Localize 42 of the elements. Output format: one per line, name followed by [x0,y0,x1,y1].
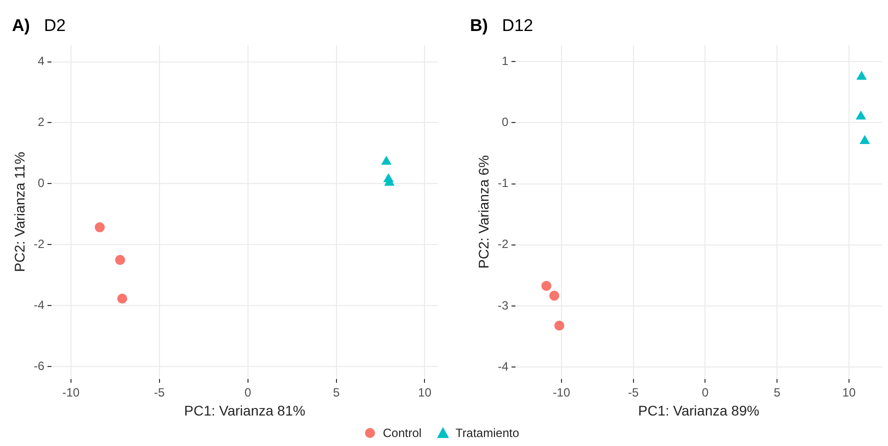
x-tick-label: 0 [244,385,252,400]
legend-label: Control [382,426,422,440]
point [541,280,552,291]
chart-title: D12 [502,16,534,35]
y-tick-label: 1 [502,54,509,68]
legend-label: Tratamiento [456,426,520,440]
y-tick-label: -2 [34,236,45,251]
text: A) [12,16,30,35]
y-tick-label: 2 [38,115,45,130]
point [856,70,867,80]
x-tick-label: 5 [332,385,340,400]
x-tick-label: 5 [774,385,781,400]
x-tick-label: 10 [418,385,432,400]
text: B) [470,16,488,35]
x-tick-label: -10 [62,385,80,400]
y-axis-title: PC2: Varianza 11% [11,152,28,272]
y-tick-label: -1 [498,176,509,190]
point [554,320,564,331]
point [856,110,866,120]
point [115,254,126,265]
y-tick-label: 4 [38,54,45,68]
y-axis-title: PC2: Varianza 6% [475,155,492,269]
x-tick-label: 10 [842,385,856,400]
x-tick-label: -5 [154,385,166,400]
y-tick-label: -2 [498,237,509,252]
x-tick-label: -10 [552,385,570,400]
y-tick-label: 0 [502,114,509,129]
x-tick-label: 0 [702,385,709,400]
x-axis-title: PC1: Varianza 81% [184,402,306,418]
y-tick-label: -4 [498,359,509,374]
point [381,156,392,165]
y-tick-label: -4 [34,298,45,312]
y-tick-label: 0 [38,176,45,190]
x-axis-title: PC1: Varianza 89% [638,402,760,418]
y-tick-label: -6 [34,358,45,373]
point [94,222,105,232]
point [549,290,560,301]
point [117,294,128,304]
chart-title: D2 [44,16,66,35]
x-tick-label: -5 [628,385,639,400]
y-tick-label: -3 [498,298,509,312]
point [860,134,870,144]
